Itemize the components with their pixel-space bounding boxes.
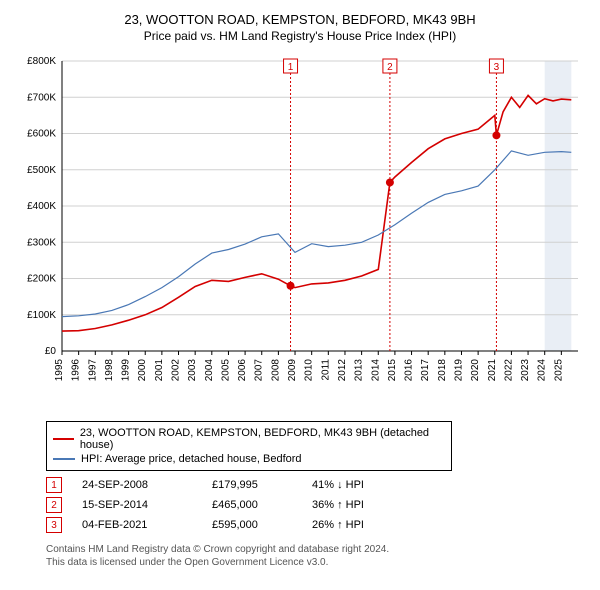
- svg-text:2023: 2023: [520, 359, 531, 382]
- svg-text:2005: 2005: [220, 359, 231, 382]
- svg-text:1995: 1995: [54, 359, 65, 382]
- sale-diff: 26% ↑ HPI: [312, 519, 392, 531]
- chart-container: 23, WOOTTON ROAD, KEMPSTON, BEDFORD, MK4…: [0, 0, 600, 577]
- svg-text:2024: 2024: [537, 359, 548, 382]
- sale-marker: 1: [46, 477, 62, 493]
- svg-text:2: 2: [387, 62, 393, 73]
- footer-line: Contains HM Land Registry data © Crown c…: [46, 543, 588, 556]
- svg-text:£800K: £800K: [27, 56, 56, 67]
- svg-text:£600K: £600K: [27, 129, 56, 140]
- svg-text:£300K: £300K: [27, 237, 56, 248]
- svg-text:£0: £0: [45, 346, 57, 357]
- legend-label: HPI: Average price, detached house, Bedf…: [81, 453, 302, 465]
- legend-row: 23, WOOTTON ROAD, KEMPSTON, BEDFORD, MK4…: [53, 427, 445, 451]
- svg-text:£500K: £500K: [27, 165, 56, 176]
- svg-text:2021: 2021: [487, 359, 498, 382]
- svg-text:1996: 1996: [71, 359, 82, 382]
- legend-swatch: [53, 438, 74, 440]
- chart-area: £0 £100K £200K £300K £400K £500K £600K £700K £80…: [12, 51, 588, 411]
- svg-text:2004: 2004: [204, 359, 215, 382]
- svg-text:2001: 2001: [154, 359, 165, 382]
- svg-text:2006: 2006: [237, 359, 248, 382]
- sales-table: 1 24-SEP-2008 £179,995 41% ↓ HPI 2 15-SEP-201…: [46, 477, 588, 533]
- svg-text:2014: 2014: [370, 359, 381, 382]
- line-chart: £0 £100K £200K £300K £400K £500K £600K £700K £80…: [12, 51, 588, 411]
- sale-price: £595,000: [212, 519, 292, 531]
- sale-diff: 36% ↑ HPI: [312, 499, 392, 511]
- svg-text:£700K: £700K: [27, 92, 56, 103]
- sale-date: 04-FEB-2021: [82, 519, 192, 531]
- svg-text:2010: 2010: [304, 359, 315, 382]
- sale-row: 2 15-SEP-2014 £465,000 36% ↑ HPI: [46, 497, 588, 513]
- legend-label: 23, WOOTTON ROAD, KEMPSTON, BEDFORD, MK4…: [80, 427, 445, 451]
- svg-text:£200K: £200K: [27, 274, 56, 285]
- chart-subtitle: Price paid vs. HM Land Registry's House …: [12, 29, 588, 43]
- svg-text:2016: 2016: [404, 359, 415, 382]
- sale-row: 3 04-FEB-2021 £595,000 26% ↑ HPI: [46, 517, 588, 533]
- chart-title: 23, WOOTTON ROAD, KEMPSTON, BEDFORD, MK4…: [12, 12, 588, 27]
- svg-text:1997: 1997: [87, 359, 98, 382]
- svg-text:2002: 2002: [171, 359, 182, 382]
- svg-text:2020: 2020: [470, 359, 481, 382]
- sale-row: 1 24-SEP-2008 £179,995 41% ↓ HPI: [46, 477, 588, 493]
- svg-text:2017: 2017: [420, 359, 431, 382]
- svg-text:1998: 1998: [104, 359, 115, 382]
- sale-date: 15-SEP-2014: [82, 499, 192, 511]
- svg-text:2019: 2019: [453, 359, 464, 382]
- svg-text:2018: 2018: [437, 359, 448, 382]
- footer-line: This data is licensed under the Open Gov…: [46, 556, 588, 569]
- svg-text:2012: 2012: [337, 359, 348, 382]
- sale-price: £179,995: [212, 479, 292, 491]
- svg-text:£100K: £100K: [27, 310, 56, 321]
- svg-text:1: 1: [288, 62, 294, 73]
- svg-text:2022: 2022: [503, 359, 514, 382]
- svg-text:2025: 2025: [553, 359, 564, 382]
- legend: 23, WOOTTON ROAD, KEMPSTON, BEDFORD, MK4…: [46, 421, 452, 471]
- sale-marker: 2: [46, 497, 62, 513]
- svg-text:2007: 2007: [254, 359, 265, 382]
- svg-text:2015: 2015: [387, 359, 398, 382]
- legend-row: HPI: Average price, detached house, Bedf…: [53, 453, 445, 465]
- attribution-footer: Contains HM Land Registry data © Crown c…: [46, 543, 588, 569]
- sale-date: 24-SEP-2008: [82, 479, 192, 491]
- svg-text:£400K: £400K: [27, 201, 56, 212]
- svg-text:2013: 2013: [354, 359, 365, 382]
- sale-diff: 41% ↓ HPI: [312, 479, 392, 491]
- svg-text:1999: 1999: [121, 359, 132, 382]
- svg-text:2000: 2000: [137, 359, 148, 382]
- svg-text:2011: 2011: [320, 359, 331, 381]
- svg-text:2003: 2003: [187, 359, 198, 382]
- legend-swatch: [53, 458, 75, 460]
- svg-text:2009: 2009: [287, 359, 298, 382]
- svg-text:3: 3: [494, 62, 500, 73]
- svg-text:2008: 2008: [270, 359, 281, 382]
- sale-price: £465,000: [212, 499, 292, 511]
- sale-marker: 3: [46, 517, 62, 533]
